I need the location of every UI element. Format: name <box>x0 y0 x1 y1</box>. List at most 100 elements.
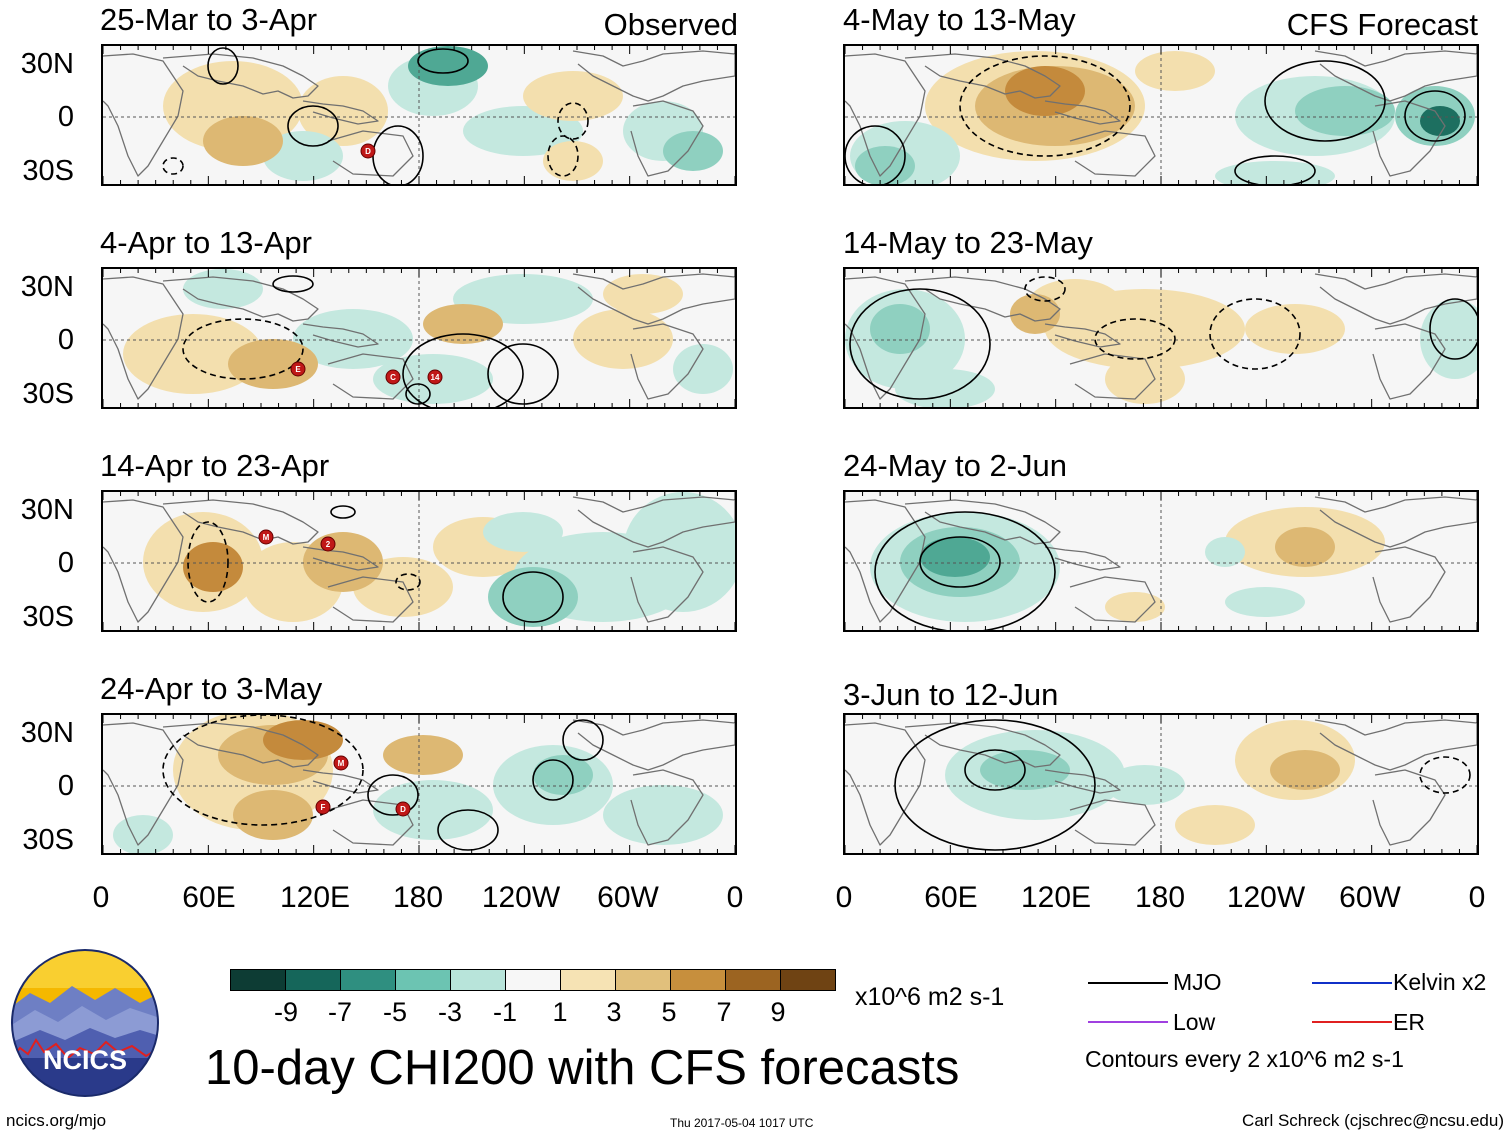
colorbar-tick-label: -1 <box>492 997 517 1027</box>
coastline <box>904 722 1061 768</box>
legend-label-er: ER <box>1393 1009 1425 1035</box>
anomaly-region <box>228 339 318 389</box>
colorbar-tick-label: -7 <box>327 997 352 1027</box>
lat-label-30n: 30N <box>20 494 74 526</box>
colorbar-swatch <box>560 969 616 991</box>
anomaly-region <box>1105 765 1185 805</box>
anomaly-region <box>483 512 563 552</box>
lat-label-eq: 0 <box>57 324 74 356</box>
mjo-contour <box>162 715 364 826</box>
colorbar-swatch <box>395 969 451 991</box>
coastline <box>1044 546 1121 571</box>
map-panel-fcst-2 <box>843 267 1479 409</box>
anomaly-region <box>233 790 313 840</box>
mjo-contour <box>502 571 564 623</box>
mjo-contour <box>1024 276 1066 302</box>
anomaly-region <box>1420 299 1477 379</box>
coastline <box>327 799 414 846</box>
coastline <box>1069 353 1156 400</box>
footer-url[interactable]: ncics.org/mjo <box>6 1111 107 1130</box>
mjo-contour <box>1094 318 1176 360</box>
anomaly-region <box>543 141 603 181</box>
storm-marker: M <box>333 755 349 771</box>
map-svg <box>845 46 1477 184</box>
lon-label-0: 0 <box>726 881 744 914</box>
map-panel-obs-4: M F D <box>101 713 737 855</box>
logo-text: NCICS <box>42 1045 127 1075</box>
anomaly-region <box>293 309 413 369</box>
storm-marker: M <box>258 529 274 545</box>
footer-timestamp: Thu 2017-05-04 1017 UTC <box>670 1116 814 1130</box>
panel-title-fcst-1: 4-May to 13-May <box>843 2 1076 37</box>
lon-label-60w: 60W <box>597 881 659 914</box>
anomaly-region <box>1135 51 1215 91</box>
lon-label-60e: 60E <box>924 881 978 914</box>
observed-label: Observed <box>603 7 738 42</box>
mjo-contour <box>1404 90 1466 142</box>
anomaly-region <box>603 785 723 845</box>
colorbar-swatch <box>615 969 671 991</box>
anomaly-region <box>1175 805 1255 845</box>
coastline <box>630 546 704 623</box>
anomaly-region <box>1225 587 1305 617</box>
footer-credit: Carl Schreck (cjschrec@ncsu.edu) <box>1242 1111 1504 1130</box>
storm-marker: D <box>395 801 411 817</box>
map-panel-fcst-4 <box>843 713 1479 855</box>
lat-label-eq: 0 <box>57 547 74 579</box>
mjo-contour <box>487 343 559 405</box>
coastline <box>630 769 704 846</box>
mjo-contour <box>532 759 574 801</box>
lat-label-30s: 30S <box>22 155 74 187</box>
lon-label-120w: 120W <box>481 881 561 914</box>
coastline <box>1044 100 1121 125</box>
legend-line-mjo <box>1088 982 1168 984</box>
anomaly-region <box>1245 304 1345 354</box>
map-panel-fcst-1 <box>843 44 1479 186</box>
colorbar-tick-label: 9 <box>770 997 786 1027</box>
colorbar-swatch <box>340 969 396 991</box>
anomaly-region <box>1105 354 1185 404</box>
legend-line-er <box>1312 1021 1392 1023</box>
anomaly-region <box>1205 537 1245 567</box>
coastline <box>1372 323 1446 400</box>
storm-marker: F <box>315 799 331 815</box>
colorbar-tick-label: -5 <box>382 997 407 1027</box>
mjo-contour <box>919 536 1001 588</box>
mjo-contour <box>562 719 604 761</box>
colorbar-units: x10^6 m2 s-1 <box>855 983 1005 1011</box>
anomaly-region <box>603 274 683 314</box>
panel-title-obs-1: 25-Mar to 3-Apr <box>100 2 318 37</box>
coastline <box>572 273 735 325</box>
mjo-contour <box>894 719 1096 851</box>
mjo-contour <box>187 521 229 603</box>
lon-label-180: 180 <box>392 881 444 914</box>
coastline <box>1069 576 1156 623</box>
lon-label-0: 0 <box>1468 881 1486 914</box>
map-svg: M F D <box>103 715 735 853</box>
colorbar-tick-label: -9 <box>273 997 298 1027</box>
colorbar-tick-label: 1 <box>552 997 568 1027</box>
mjo-contour <box>287 105 339 147</box>
coastline <box>327 130 414 177</box>
lon-label-120e: 120E <box>1020 881 1092 914</box>
colorbar-tick-label: 5 <box>661 997 677 1027</box>
mjo-contour <box>162 157 184 175</box>
lat-label-30n: 30N <box>20 48 74 80</box>
storm-marker-label: D <box>400 805 406 814</box>
lon-label-0: 0 <box>835 881 853 914</box>
storm-marker-label: 2 <box>326 540 331 549</box>
colorbar-swatch <box>230 969 286 991</box>
panel-title-fcst-2: 14-May to 23-May <box>843 225 1093 260</box>
lat-label-30s: 30S <box>22 378 74 410</box>
storm-marker-label: M <box>338 759 345 768</box>
lat-label-30n: 30N <box>20 271 74 303</box>
legend-label-mjo: MJO <box>1173 969 1222 995</box>
map-svg: D <box>103 46 735 184</box>
colorbar-swatch <box>780 969 836 991</box>
ncics-logo: NCICS <box>10 948 160 1098</box>
anomaly-region <box>423 304 503 344</box>
coastline <box>103 276 184 400</box>
coastline <box>1069 799 1156 846</box>
storm-marker: C <box>385 369 401 385</box>
